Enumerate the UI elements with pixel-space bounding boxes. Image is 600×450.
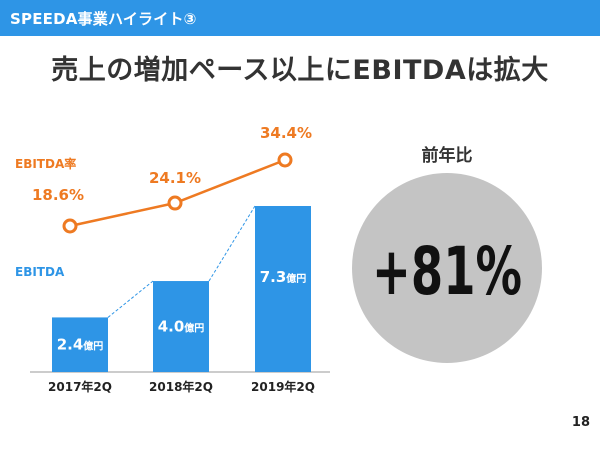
page-title: 売上の増加ペース以上にEBITDAは拡大 <box>51 55 549 86</box>
header-title: SPEEDA事業ハイライト③ <box>10 10 197 28</box>
ebitda-rate-point-1 <box>62 218 78 234</box>
ebitda-bar-3 <box>255 206 311 372</box>
bar-growth-connector-1 <box>107 280 154 318</box>
ebitda-bar-label-1: 2.4億円 <box>57 336 104 354</box>
ebitda-bar-label-2: 4.0億円 <box>158 318 205 336</box>
header-bar: SPEEDA事業ハイライト③ <box>0 0 600 36</box>
ebitda-bar-label-3: 7.3億円 <box>260 268 307 286</box>
ebitda-rate-point-3 <box>277 152 293 168</box>
ebitda-rate-point-2 <box>167 195 183 211</box>
legend-ebitda: EBITDA <box>15 265 65 279</box>
x-tick-label-1: 2017年2Q <box>48 379 112 394</box>
ebitda-rate-label-1: 18.6% <box>32 186 84 204</box>
ebitda-rate-label-3: 34.4% <box>260 124 312 142</box>
legend-ebitda-rate: EBITDA率 <box>15 156 76 171</box>
x-tick-label-2: 2018年2Q <box>149 379 213 394</box>
bar-growth-connector-2 <box>208 205 256 282</box>
x-tick-label-3: 2019年2Q <box>251 379 315 394</box>
ebitda-rate-label-2: 24.1% <box>149 169 201 187</box>
ebitda-bar-2 <box>153 281 209 372</box>
yoy-circle <box>352 173 542 363</box>
page-number: 18 <box>571 415 590 430</box>
ebitda-bar-1 <box>52 317 108 372</box>
yoy-value: +81% <box>372 233 522 310</box>
yoy-label: 前年比 <box>422 145 473 166</box>
